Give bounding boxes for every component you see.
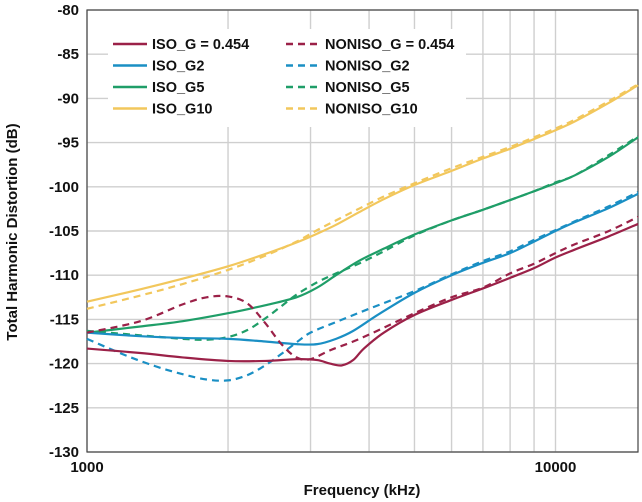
x-axis-title: Frequency (kHz) bbox=[304, 482, 421, 499]
series-line-noniso-g2 bbox=[86, 191, 639, 382]
y-tick-label: -110 bbox=[50, 267, 79, 284]
legend: ISO_G = 0.454 NONISO_G = 0.454 ISO_G2 NONIS… bbox=[108, 29, 466, 127]
y-axis-title: Total Harmonic Distortion (dB) bbox=[4, 123, 21, 340]
series-line-iso-g10 bbox=[86, 84, 639, 303]
legend-label: NONISO_G5 bbox=[325, 80, 410, 96]
y-tick-label: -120 bbox=[49, 356, 79, 373]
x-axis-ticks: 1000 10000 bbox=[70, 459, 576, 476]
legend-background bbox=[108, 29, 466, 127]
x-tick-label: 1000 bbox=[70, 459, 103, 476]
y-tick-label: -115 bbox=[50, 311, 79, 328]
y-tick-label: -105 bbox=[49, 223, 79, 240]
y-tick-label: -130 bbox=[49, 444, 79, 461]
legend-label: NONISO_G = 0.454 bbox=[325, 37, 454, 53]
plot-frame bbox=[86, 9, 639, 453]
x-tick-label: 10000 bbox=[535, 459, 577, 476]
y-tick-label: -125 bbox=[49, 400, 79, 417]
legend-label: NONISO_G10 bbox=[325, 102, 418, 118]
y-tick-label: -95 bbox=[57, 135, 79, 152]
legend-label: ISO_G2 bbox=[152, 59, 204, 75]
series-line-noniso-g10 bbox=[86, 83, 639, 310]
y-tick-label: -85 bbox=[57, 46, 79, 63]
y-tick-label: -80 bbox=[57, 2, 79, 19]
legend-label: ISO_G5 bbox=[152, 80, 204, 96]
legend-label: ISO_G = 0.454 bbox=[152, 37, 249, 53]
series-line-noniso-g5 bbox=[86, 135, 639, 341]
legend-label: NONISO_G2 bbox=[325, 59, 410, 75]
legend-items: ISO_G = 0.454 NONISO_G = 0.454 ISO_G2 NONIS… bbox=[113, 37, 454, 118]
series-lines bbox=[86, 83, 639, 382]
series-line-iso-g-0-454 bbox=[86, 222, 639, 367]
y-tick-label: -100 bbox=[49, 179, 79, 196]
legend-label: ISO_G10 bbox=[152, 102, 212, 118]
series-line-noniso-g-0-454 bbox=[86, 215, 639, 361]
y-axis-ticks: -80 -85 -90 -95 -100 -105 -110 -115 -120 -125 -130 bbox=[49, 2, 79, 461]
y-tick-label: -90 bbox=[57, 90, 79, 107]
